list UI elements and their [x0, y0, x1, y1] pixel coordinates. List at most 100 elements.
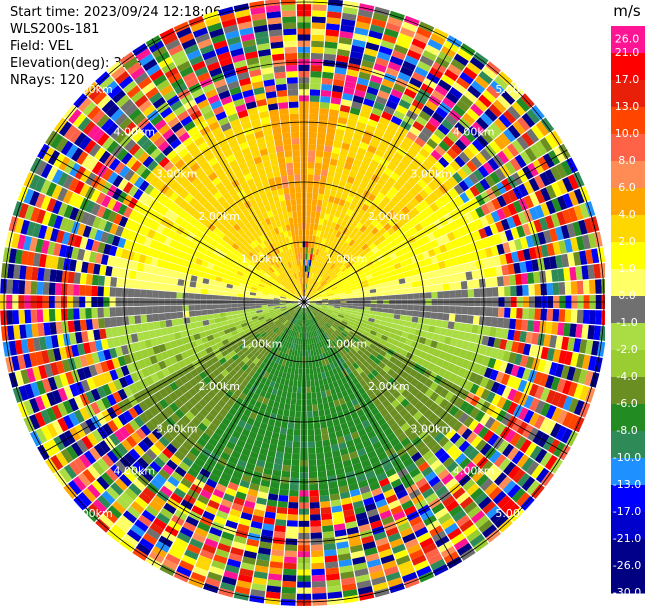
- gate-cell: [11, 233, 21, 249]
- gate-cell: [399, 527, 414, 538]
- gate-cell: [311, 550, 324, 558]
- gate-cell: [119, 538, 135, 553]
- gate-cell: [329, 158, 338, 166]
- gate-cell: [322, 273, 328, 279]
- gate-cell: [160, 350, 170, 360]
- gate-cell: [361, 353, 369, 361]
- gate-cell: [529, 445, 543, 460]
- gate-cell: [114, 460, 128, 474]
- gate-cell: [152, 313, 160, 322]
- gate-cell: [371, 227, 379, 235]
- gate-cell: [339, 274, 346, 280]
- gate-cell: [348, 203, 357, 212]
- gate-cell: [315, 298, 323, 301]
- gate-cell: [366, 508, 379, 518]
- gate-cell: [308, 319, 311, 326]
- ray: [53, 305, 300, 487]
- gate-cell: [479, 306, 487, 316]
- gate-cell: [321, 396, 328, 404]
- gate-cell: [340, 376, 348, 385]
- gate-cell: [334, 304, 341, 307]
- gate-cell: [231, 502, 244, 512]
- gate-cell: [399, 452, 411, 463]
- gate-cell: [233, 380, 241, 389]
- gate-cell: [398, 278, 406, 285]
- gate-cell: [383, 390, 392, 399]
- gate-cell: [339, 104, 351, 113]
- gate-cell: [48, 309, 56, 322]
- gate-cell: [381, 357, 390, 365]
- gate-cell: [338, 287, 345, 292]
- gate-cell: [167, 427, 179, 439]
- gate-cell: [315, 283, 321, 289]
- gate-cell: [335, 191, 343, 199]
- gate-cell: [55, 321, 63, 335]
- gate-cell: [383, 222, 392, 231]
- gate-cell: [276, 389, 283, 397]
- gate-cell: [549, 255, 558, 269]
- gate-cell: [359, 337, 367, 344]
- gate-cell: [445, 428, 457, 440]
- gate-cell: [208, 473, 220, 483]
- gate-cell: [231, 450, 241, 460]
- gate-cell: [412, 120, 425, 132]
- gate-cell: [233, 591, 250, 601]
- gate-cell: [278, 324, 285, 330]
- gate-cell: [327, 293, 334, 297]
- gate-cell: [203, 324, 211, 332]
- gate-cell: [522, 308, 529, 320]
- gate-cell: [550, 422, 562, 438]
- gate-cell: [314, 307, 321, 311]
- gate-cell: [229, 271, 237, 278]
- gate-cell: [314, 294, 321, 298]
- gate-cell: [221, 277, 229, 284]
- gate-cell: [383, 213, 393, 223]
- gate-cell: [244, 366, 253, 375]
- gate-cell: [311, 287, 316, 293]
- gate-cell: [285, 347, 291, 355]
- gate-cell: [291, 459, 300, 467]
- gate-cell: [377, 451, 388, 461]
- gate-cell: [216, 373, 225, 382]
- gate-cell: [315, 315, 320, 322]
- gate-cell: [145, 289, 153, 298]
- gate-cell: [358, 3, 375, 13]
- gate-cell: [182, 425, 194, 436]
- gate-cell: [312, 235, 317, 243]
- gate-cell: [368, 333, 376, 340]
- gate-cell: [214, 317, 222, 324]
- gate-cell: [346, 118, 358, 128]
- gate-cell: [301, 314, 304, 321]
- gate-cell: [270, 340, 277, 348]
- gate-cell: [174, 466, 187, 478]
- gate-cell: [112, 256, 121, 268]
- gate-cell: [361, 203, 370, 212]
- gate-cell: [465, 323, 473, 333]
- gate-cell: [427, 180, 438, 192]
- gate-cell: [126, 529, 142, 543]
- gate-cell: [307, 435, 315, 442]
- gate-cell: [457, 542, 473, 556]
- gate-cell: [320, 291, 327, 295]
- gate-cell: [152, 306, 159, 314]
- gate-cell: [545, 404, 557, 420]
- gate-cell: [305, 368, 310, 375]
- gate-cell: [285, 372, 291, 380]
- gate-cell: [429, 165, 441, 177]
- gate-cell: [556, 409, 568, 425]
- gate-cell: [332, 288, 339, 292]
- gate-cell: [231, 307, 238, 312]
- gate-cell: [554, 226, 564, 241]
- gate-cell: [333, 258, 340, 265]
- gate-cell: [327, 296, 335, 299]
- gate-cell: [250, 286, 258, 291]
- gate-cell: [245, 281, 253, 287]
- gate-cell: [501, 90, 516, 105]
- gate-cell: [305, 320, 308, 327]
- gate-cell: [190, 275, 198, 282]
- gate-cell: [73, 409, 85, 424]
- gate-cell: [486, 85, 501, 99]
- gate-cell: [350, 339, 357, 346]
- gate-cell: [293, 312, 298, 318]
- gate-cell: [12, 279, 20, 294]
